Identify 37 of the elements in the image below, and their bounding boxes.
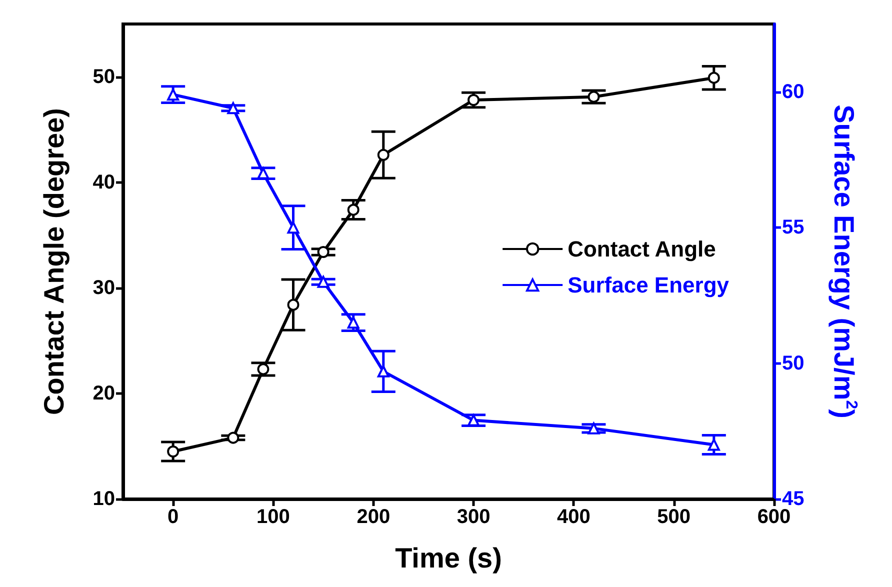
x-tick-label: 500 — [657, 506, 691, 528]
y-tick-label: 40 — [92, 171, 115, 194]
y2-axis-title: Surface Energy (mJ/m2) — [828, 104, 860, 418]
y-tick-label: 50 — [92, 66, 115, 88]
y2-tick-label: 55 — [782, 216, 804, 239]
point — [588, 90, 600, 103]
point — [377, 148, 390, 161]
x-tick-label: 0 — [168, 506, 179, 528]
point — [708, 72, 720, 84]
legend-label: Surface Energy — [568, 272, 730, 298]
point — [287, 298, 300, 311]
point — [468, 94, 480, 106]
y-tick-label: 30 — [92, 276, 115, 299]
point — [588, 422, 600, 434]
point — [227, 102, 240, 114]
y-axis-title: Contact Angle (degree) — [38, 108, 70, 415]
point — [227, 432, 240, 444]
point — [317, 246, 330, 258]
legend-label: Contact Angle — [568, 236, 716, 262]
x-axis-title: Time (s) — [395, 542, 502, 574]
point — [708, 438, 720, 451]
point — [167, 446, 180, 458]
x-tick-label: 200 — [356, 506, 390, 528]
y2-tick-label: 50 — [782, 352, 804, 374]
x-tick-label: 300 — [456, 506, 490, 528]
x-tick-label: 400 — [557, 506, 590, 528]
y-tick-label: 20 — [92, 382, 115, 404]
point — [347, 204, 360, 216]
point — [317, 276, 330, 288]
point — [347, 316, 360, 329]
point — [167, 88, 180, 101]
y-tick-label: 10 — [92, 488, 115, 510]
point — [287, 222, 300, 234]
y2-tick-label: 60 — [782, 80, 804, 103]
point — [257, 363, 270, 376]
point — [377, 365, 390, 378]
x-tick-label: 100 — [256, 506, 290, 528]
